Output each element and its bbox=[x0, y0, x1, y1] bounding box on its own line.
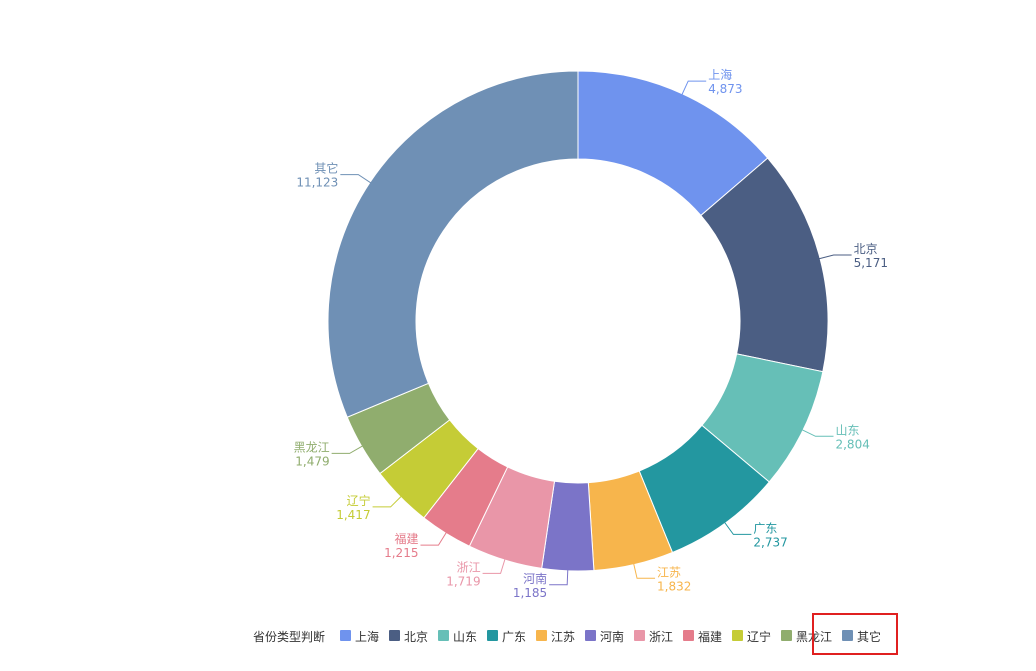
slice-1-value-label: 4,873 bbox=[708, 82, 742, 96]
legend-swatch-6[interactable] bbox=[585, 630, 596, 641]
legend-item-11[interactable]: 其它 bbox=[857, 629, 881, 644]
slice-11[interactable] bbox=[327, 70, 579, 418]
slice-3-leader-line bbox=[800, 428, 834, 437]
slice-6-value-label: 1,185 bbox=[513, 586, 547, 600]
slice-4-value-label: 2,737 bbox=[753, 535, 787, 549]
legend-swatch-10[interactable] bbox=[781, 630, 792, 641]
slice-3-value-label: 2,804 bbox=[835, 437, 869, 451]
legend-item-4[interactable]: 广东 bbox=[502, 630, 526, 644]
slice-9-label: 辽宁 bbox=[347, 493, 371, 508]
legend-swatch-2[interactable] bbox=[389, 630, 400, 641]
legend-item-7[interactable]: 浙江 bbox=[649, 630, 673, 644]
slice-4-label: 广东 bbox=[753, 521, 777, 535]
slices-group bbox=[327, 70, 829, 572]
slice-6-label: 河南 bbox=[523, 571, 547, 586]
slice-8-label: 福建 bbox=[394, 531, 418, 546]
slice-11-label: 其它 bbox=[314, 161, 338, 176]
slice-1-leader-line bbox=[681, 80, 707, 96]
legend-swatch-9[interactable] bbox=[732, 630, 743, 641]
legend-swatch-1[interactable] bbox=[340, 630, 351, 641]
slice-5-leader-line bbox=[632, 562, 656, 579]
legend-item-6[interactable]: 河南 bbox=[600, 629, 624, 644]
slice-10-value-label: 1,479 bbox=[295, 454, 329, 468]
slice-2-label: 北京 bbox=[854, 242, 878, 256]
slice-6-leader-line bbox=[549, 568, 569, 586]
slice-8-leader-line bbox=[420, 531, 448, 546]
slice-2-leader-line bbox=[817, 254, 852, 260]
slice-1-label: 上海 bbox=[708, 67, 732, 82]
legend-swatch-4[interactable] bbox=[487, 630, 498, 641]
legend-swatch-11[interactable] bbox=[842, 630, 853, 641]
legend: 省份类型判断 上海 北京 山东 广东 江苏 河南 浙江 福建 辽宁 黑龙江 其它 bbox=[253, 629, 881, 644]
slice-7-value-label: 1,719 bbox=[446, 574, 480, 588]
legend-item-5[interactable]: 江苏 bbox=[551, 630, 575, 644]
legend-item-9[interactable]: 辽宁 bbox=[747, 629, 771, 644]
legend-item-1[interactable]: 上海 bbox=[355, 629, 379, 644]
legend-swatch-3[interactable] bbox=[438, 630, 449, 641]
legend-title: 省份类型判断 bbox=[253, 629, 325, 644]
slice-10-label: 黑龙江 bbox=[294, 440, 330, 454]
slice-10-leader-line bbox=[331, 444, 364, 454]
legend-swatch-7[interactable] bbox=[634, 630, 645, 641]
legend-item-8[interactable]: 福建 bbox=[698, 629, 722, 644]
slice-5-value-label: 1,832 bbox=[657, 579, 691, 593]
slice-11-value-label: 11,123 bbox=[296, 176, 338, 190]
slice-8-value-label: 1,215 bbox=[384, 546, 418, 560]
slice-2-value-label: 5,171 bbox=[854, 256, 888, 270]
slice-5-label: 江苏 bbox=[657, 565, 681, 579]
slice-11-leader-line bbox=[340, 174, 372, 184]
legend-swatch-8[interactable] bbox=[683, 630, 694, 641]
legend-item-3[interactable]: 山东 bbox=[453, 630, 477, 644]
slice-9-value-label: 1,417 bbox=[336, 508, 370, 522]
slice-4-leader-line bbox=[723, 521, 752, 535]
slice-7-leader-line bbox=[482, 557, 506, 574]
slice-7-label: 浙江 bbox=[457, 560, 481, 574]
slice-9-leader-line bbox=[372, 495, 403, 508]
legend-item-10[interactable]: 黑龙江 bbox=[796, 630, 832, 644]
legend-swatch-5[interactable] bbox=[536, 630, 547, 641]
legend-item-2[interactable]: 北京 bbox=[404, 630, 428, 644]
labels-group: 上海4,873 北京5,171 山东2,804 广东2,737 江苏1,832 河南1,1… bbox=[294, 67, 888, 600]
slice-3-label: 山东 bbox=[835, 423, 859, 437]
